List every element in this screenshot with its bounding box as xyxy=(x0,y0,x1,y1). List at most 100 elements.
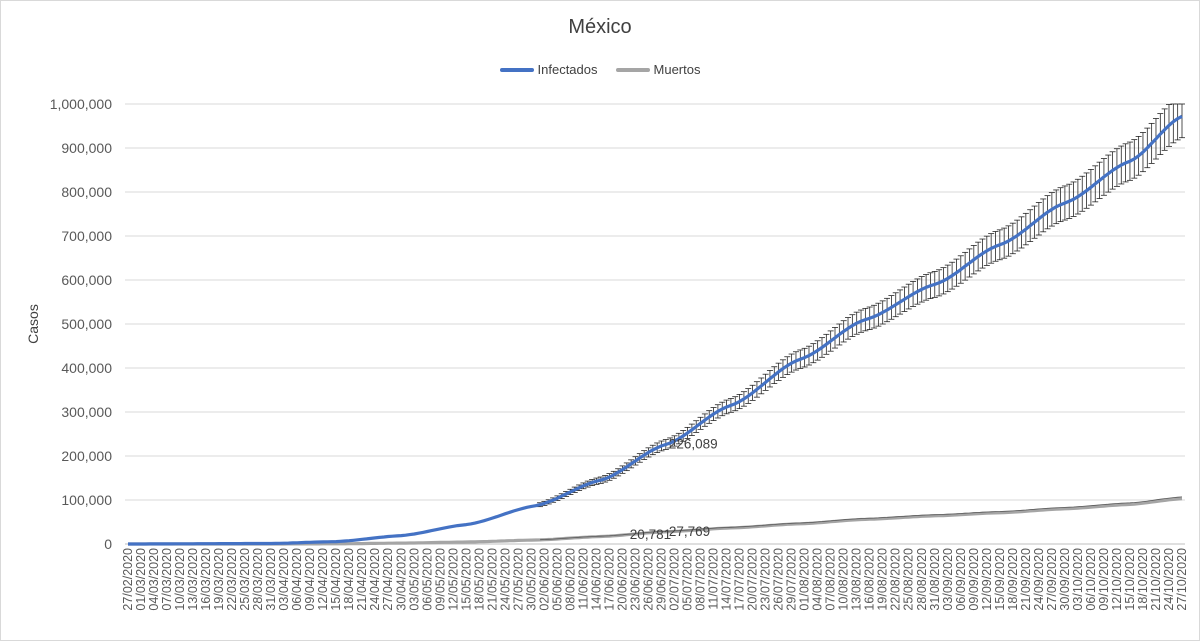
x-tick-label: 18/10/2020 xyxy=(1136,548,1150,611)
data-label: 226,089 xyxy=(669,437,718,452)
series-line-infectados xyxy=(128,114,1183,546)
x-tick-label: 19/08/2020 xyxy=(876,548,890,611)
x-tick-label: 06/05/2020 xyxy=(420,548,434,611)
y-tick-label: 700,000 xyxy=(61,228,112,244)
x-tick-label: 06/04/2020 xyxy=(290,548,304,611)
x-tick-label: 27/02/2020 xyxy=(121,548,135,611)
x-tick-label: 26/07/2020 xyxy=(772,548,786,611)
chart-legend: Infectados Muertos xyxy=(0,62,1200,77)
x-tick-label: 12/05/2020 xyxy=(446,548,460,611)
x-tick-label: 05/06/2020 xyxy=(550,548,564,611)
x-tick-label: 27/09/2020 xyxy=(1045,548,1059,611)
x-tick-label: 26/06/2020 xyxy=(641,548,655,611)
y-tick-label: 400,000 xyxy=(61,360,112,376)
x-tick-label: 12/10/2020 xyxy=(1110,548,1124,611)
x-tick-label: 25/08/2020 xyxy=(902,548,916,611)
x-tick-label: 21/09/2020 xyxy=(1019,548,1033,611)
x-tick-label: 04/03/2020 xyxy=(147,548,161,611)
y-tick-label: 900,000 xyxy=(61,140,112,156)
x-tick-label: 24/09/2020 xyxy=(1032,548,1046,611)
y-axis-ticks: 0 100,000 200,000 300,000 400,000 500,000 600,… xyxy=(50,96,113,552)
x-tick-label: 03/04/2020 xyxy=(277,548,291,611)
data-label: 27,769 xyxy=(669,524,710,539)
x-tick-label: 16/08/2020 xyxy=(863,548,877,611)
x-tick-label: 18/09/2020 xyxy=(1006,548,1020,611)
x-tick-label: 14/06/2020 xyxy=(589,548,603,611)
x-tick-label: 03/09/2020 xyxy=(941,548,955,611)
x-tick-label: 23/07/2020 xyxy=(759,548,773,611)
x-tick-label: 03/10/2020 xyxy=(1071,548,1085,611)
x-tick-label: 08/07/2020 xyxy=(694,548,708,611)
x-tick-label: 10/08/2020 xyxy=(837,548,851,611)
x-tick-label: 27/10/2020 xyxy=(1175,548,1189,611)
x-tick-label: 13/08/2020 xyxy=(850,548,864,611)
x-tick-label: 01/03/2020 xyxy=(134,548,148,611)
y-tick-label: 300,000 xyxy=(61,404,112,420)
x-tick-label: 01/08/2020 xyxy=(798,548,812,611)
x-tick-label: 15/09/2020 xyxy=(993,548,1007,611)
y-tick-label: 100,000 xyxy=(61,492,112,508)
x-tick-label: 22/03/2020 xyxy=(225,548,239,611)
chart-title: México xyxy=(568,16,632,38)
x-tick-label: 17/07/2020 xyxy=(733,548,747,611)
x-tick-label: 11/07/2020 xyxy=(707,548,721,610)
x-tick-label: 20/06/2020 xyxy=(615,548,629,611)
x-tick-label: 24/05/2020 xyxy=(498,548,512,611)
x-tick-label: 07/03/2020 xyxy=(160,548,174,611)
x-tick-label: 21/04/2020 xyxy=(355,548,369,611)
legend-item-infectados[interactable]: Infectados xyxy=(499,62,598,77)
x-tick-label: 28/03/2020 xyxy=(251,548,265,611)
x-tick-label: 11/06/2020 xyxy=(576,548,590,610)
x-tick-label: 03/05/2020 xyxy=(407,548,421,611)
x-tick-label: 10/03/2020 xyxy=(173,548,187,611)
x-tick-label: 08/06/2020 xyxy=(563,548,577,611)
x-tick-label: 06/10/2020 xyxy=(1084,548,1098,611)
x-tick-label: 25/03/2020 xyxy=(238,548,252,611)
x-tick-label: 28/08/2020 xyxy=(915,548,929,611)
x-tick-label: 18/05/2020 xyxy=(472,548,486,611)
y-tick-label: 800,000 xyxy=(61,184,112,200)
legend-swatch-muertos xyxy=(615,67,650,72)
x-tick-label: 16/03/2020 xyxy=(199,548,213,611)
x-tick-label: 27/04/2020 xyxy=(381,548,395,611)
x-tick-label: 29/07/2020 xyxy=(785,548,799,611)
y-axis-label: Casos xyxy=(25,304,41,344)
legend-item-muertos[interactable]: Muertos xyxy=(615,62,701,77)
x-tick-label: 30/09/2020 xyxy=(1058,548,1072,611)
legend-label-muertos: Muertos xyxy=(653,62,701,77)
y-tick-label: 600,000 xyxy=(61,272,112,288)
error-bars xyxy=(537,103,1185,508)
x-tick-label: 15/04/2020 xyxy=(329,548,343,611)
x-tick-label: 09/04/2020 xyxy=(303,548,317,611)
x-tick-label: 15/05/2020 xyxy=(459,548,473,611)
x-tick-label: 15/10/2020 xyxy=(1123,548,1137,611)
x-tick-label: 21/05/2020 xyxy=(485,548,499,611)
x-tick-label: 02/07/2020 xyxy=(668,548,682,611)
x-tick-label: 31/08/2020 xyxy=(928,548,942,611)
x-tick-label: 18/04/2020 xyxy=(342,548,356,611)
x-tick-label: 12/09/2020 xyxy=(980,548,994,611)
x-tick-label: 30/05/2020 xyxy=(524,548,538,611)
x-tick-label: 09/05/2020 xyxy=(433,548,447,611)
x-tick-label: 20/07/2020 xyxy=(746,548,760,611)
x-tick-label: 27/05/2020 xyxy=(511,548,525,611)
x-tick-label: 21/10/2020 xyxy=(1149,548,1163,611)
x-tick-label: 24/04/2020 xyxy=(368,548,382,611)
x-tick-label: 07/08/2020 xyxy=(824,548,838,611)
x-tick-label: 09/09/2020 xyxy=(967,548,981,611)
x-tick-label: 02/06/2020 xyxy=(537,548,551,611)
y-tick-label: 1,000,000 xyxy=(50,96,112,112)
legend-swatch-infectados xyxy=(499,67,534,72)
legend-label-infectados: Infectados xyxy=(537,62,598,77)
x-tick-label: 19/03/2020 xyxy=(212,548,226,611)
x-tick-label: 29/06/2020 xyxy=(655,548,669,611)
x-tick-label: 22/08/2020 xyxy=(889,548,903,611)
muertos-error-band xyxy=(540,496,1183,541)
x-tick-label: 23/06/2020 xyxy=(628,548,642,611)
y-tick-label: 200,000 xyxy=(61,448,112,464)
y-tick-label: 500,000 xyxy=(61,316,112,332)
x-tick-label: 17/06/2020 xyxy=(602,548,616,611)
